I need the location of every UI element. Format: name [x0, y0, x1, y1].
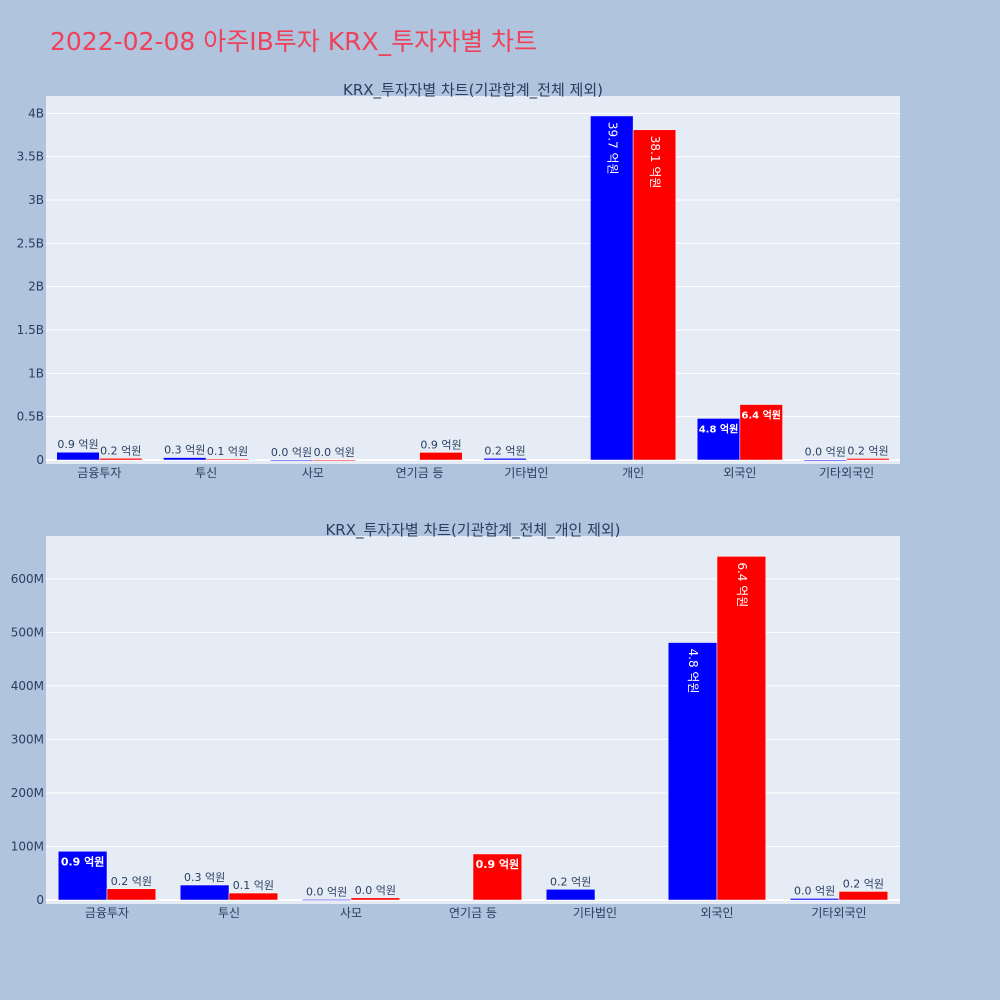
- data-label: 0.0 억원: [306, 885, 347, 898]
- data-label: 0.2 억원: [100, 444, 141, 457]
- x-tick-label: 기타법인: [504, 466, 548, 480]
- x-tick-label: 투신: [218, 906, 240, 920]
- data-label: 0.9 억원: [476, 857, 520, 871]
- data-label: 0.2 억원: [111, 875, 152, 888]
- data-label: 0.2 억원: [550, 875, 591, 888]
- y-tick-label: 3.5B: [17, 150, 44, 164]
- x-tick-label: 사모: [302, 466, 324, 480]
- data-label: 0.2 억원: [484, 444, 525, 457]
- bar: [312, 459, 356, 462]
- bar: [739, 404, 783, 461]
- x-tick-label: 외국인: [700, 906, 733, 920]
- y-tick-label: 100M: [11, 839, 44, 853]
- y-tick-label: 3B: [28, 193, 44, 207]
- plot-area: [46, 96, 900, 464]
- data-label: 0.3 억원: [184, 871, 225, 884]
- y-tick-label: 2.5B: [17, 236, 44, 250]
- data-label: 0.0 억원: [314, 446, 355, 459]
- bar: [545, 889, 596, 901]
- y-tick-label: 2B: [28, 280, 44, 294]
- x-tick-label: 기타외국인: [819, 466, 874, 480]
- data-label: 39.7 억원: [605, 122, 619, 175]
- data-label: 0.2 억원: [847, 444, 888, 457]
- bar: [696, 418, 741, 461]
- x-tick-label: 기타법인: [573, 906, 617, 920]
- data-label: 0.0 억원: [271, 446, 312, 459]
- bar: [205, 458, 250, 461]
- bar: [838, 891, 889, 901]
- bar: [716, 556, 767, 901]
- x-tick-label: 기타외국인: [811, 906, 866, 920]
- y-tick-label: 1.5B: [17, 323, 44, 337]
- chart-title: KRX_투자자별 차트(기관합계_전체_개인 제외): [325, 521, 620, 540]
- data-label: 0.2 억원: [843, 877, 884, 890]
- bar: [301, 899, 352, 901]
- data-label: 0.0 억원: [794, 884, 835, 897]
- bar: [106, 888, 157, 901]
- x-tick-label: 금융투자: [85, 906, 129, 920]
- bar: [56, 451, 100, 461]
- y-tick-label: 4B: [28, 106, 44, 120]
- bar: [846, 458, 890, 461]
- bar: [472, 853, 523, 901]
- y-tick-label: 1B: [28, 366, 44, 380]
- bar: [667, 642, 718, 901]
- x-tick-label: 금융투자: [77, 466, 121, 480]
- y-tick-label: 600M: [11, 572, 44, 586]
- data-label: 4.8 억원: [686, 649, 700, 694]
- x-tick-label: 연기금 등: [396, 466, 444, 480]
- data-label: 4.8 억원: [699, 422, 739, 435]
- chart-upper: KRX_투자자별 차트(기관합계_전체 제외) 0 0.5B 1B 1.5B 2B 2.5B…: [17, 81, 900, 480]
- bar: [57, 851, 108, 901]
- bar: [789, 898, 840, 901]
- x-tick-label: 사모: [340, 906, 362, 920]
- bar: [483, 458, 527, 461]
- data-label: 0.9 억원: [420, 438, 461, 451]
- y-tick-label: 0: [36, 893, 44, 907]
- chart-title: KRX_투자자별 차트(기관합계_전체 제외): [343, 81, 603, 100]
- data-label: 38.1 억원: [648, 136, 662, 189]
- y-tick-label: 300M: [11, 732, 44, 746]
- data-label: 6.4 억원: [741, 409, 781, 422]
- bar: [228, 892, 279, 901]
- page-title: 2022-02-08 아주IB투자 KRX_투자자별 차트: [50, 27, 538, 56]
- y-tick-label: 500M: [11, 625, 44, 639]
- x-tick-label: 외국인: [723, 466, 756, 480]
- x-tick-label: 개인: [622, 466, 644, 480]
- data-label: 0.0 억원: [355, 884, 396, 897]
- bar: [99, 458, 143, 461]
- y-tick-label: 0.5B: [17, 410, 44, 424]
- data-label: 0.1 억원: [233, 879, 274, 892]
- data-label: 0.9 억원: [61, 854, 105, 868]
- bar: [419, 452, 463, 461]
- data-label: 6.4 억원: [735, 562, 749, 607]
- data-label: 0.1 억원: [207, 445, 248, 458]
- x-tick-label: 투신: [195, 466, 217, 480]
- bar: [179, 884, 230, 901]
- plot-area: [46, 536, 900, 904]
- data-label: 0.0 억원: [805, 446, 846, 459]
- data-label: 0.3 억원: [164, 444, 205, 457]
- y-tick-label: 400M: [11, 679, 44, 693]
- bar: [590, 115, 634, 461]
- y-tick-label: 0: [36, 453, 44, 467]
- bar: [632, 129, 677, 461]
- y-tick-label: 200M: [11, 786, 44, 800]
- x-tick-label: 연기금 등: [449, 906, 497, 920]
- bar: [350, 897, 401, 901]
- data-label: 0.9 억원: [57, 438, 98, 451]
